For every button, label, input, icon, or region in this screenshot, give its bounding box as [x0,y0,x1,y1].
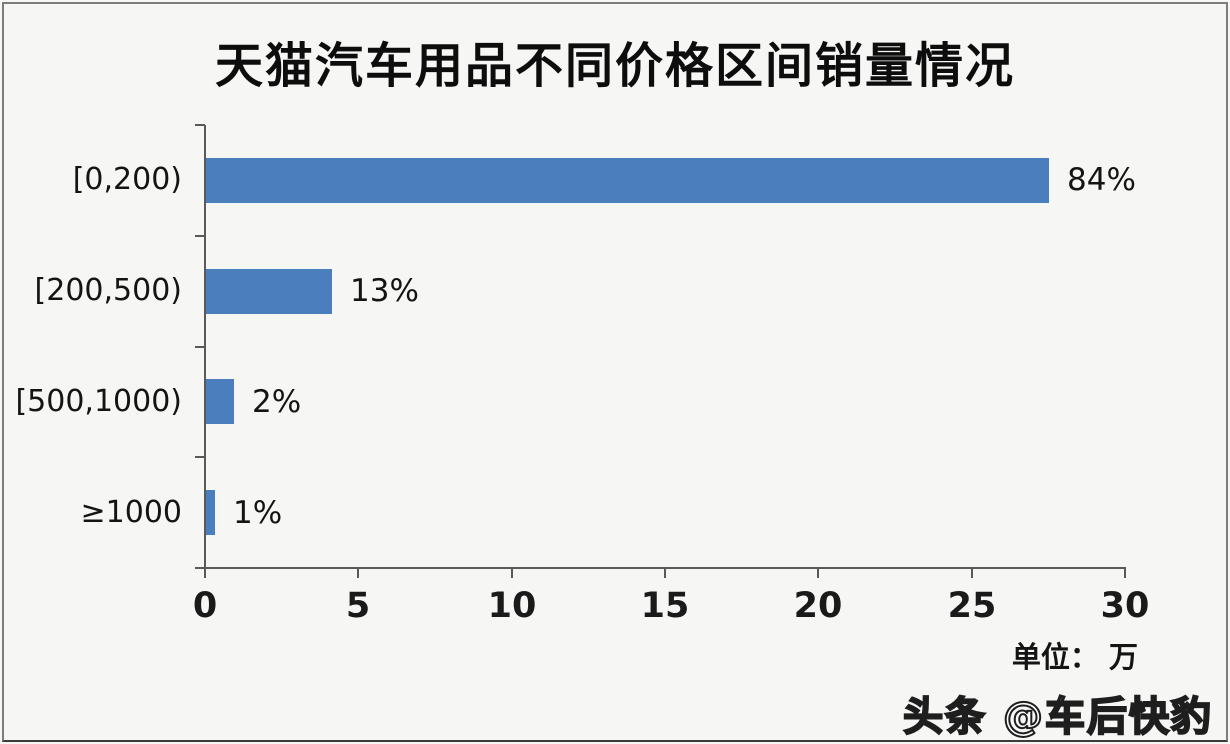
y-axis-tick [195,567,205,569]
category-label: [500,1000) [15,384,182,419]
x-axis-tick-label: 30 [1100,586,1150,626]
value-label: 1% [233,495,283,531]
y-axis-tick [195,345,205,348]
bar [206,490,215,535]
value-label: 84% [1067,162,1136,198]
y-axis-tick [195,456,205,459]
x-axis-tick-label: 20 [793,586,843,626]
bar [206,158,1049,203]
value-label: 2% [252,384,302,420]
y-axis-tick [195,124,205,126]
category-label: [200,500) [34,273,182,308]
x-axis-tick-label: 25 [947,586,997,626]
x-axis-line [204,567,1126,569]
bar [206,379,234,424]
value-label: 13% [350,273,419,309]
watermark-text: 头条 @车后快豹 [902,693,1213,741]
category-label: [0,200) [72,162,182,197]
x-axis-tick [357,569,360,578]
bar [206,269,332,314]
x-axis-tick [510,569,513,578]
chart-title: 天猫汽车用品不同价格区间销量情况 [214,38,1015,94]
x-axis-tick [204,569,206,578]
y-axis-line [204,125,206,570]
x-axis-tick [664,569,666,578]
y-axis-tick [195,234,205,237]
unit-note: 单位： 万 [1011,640,1138,674]
x-axis-tick-label: 10 [487,586,537,626]
x-axis-tick-label: 0 [192,586,218,626]
x-axis-tick [1124,569,1126,578]
x-axis-tick [970,569,973,578]
x-axis-tick-label: 5 [345,586,371,626]
x-axis-tick-label: 15 [640,586,690,626]
category-label: ≥1000 [80,495,182,530]
x-axis-tick [817,569,820,578]
